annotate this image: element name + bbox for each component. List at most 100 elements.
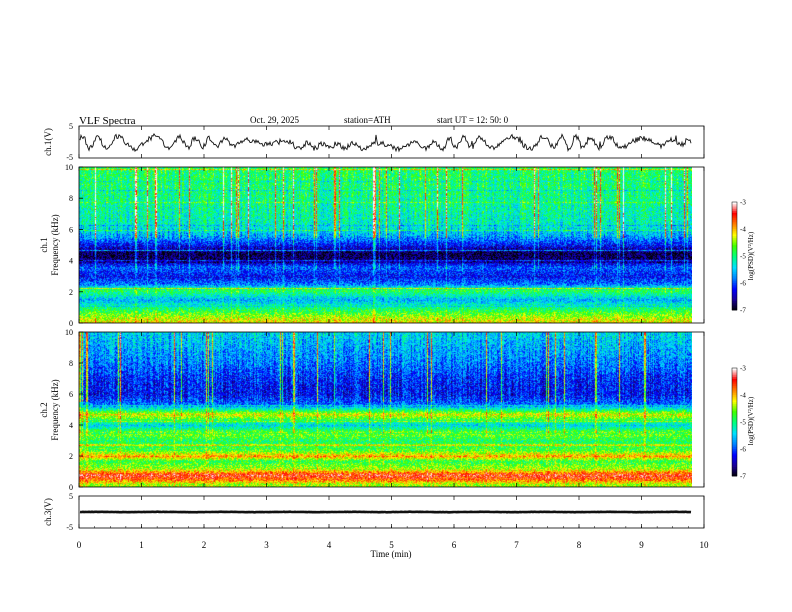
- colorbar-swatch: [732, 411, 737, 414]
- colorbar-swatch: [732, 297, 737, 300]
- spectrogram-ytick-label: 0: [69, 319, 73, 328]
- colorbar-swatch: [732, 407, 737, 410]
- figure-title: VLF Spectra: [79, 115, 136, 127]
- time-tick-label: 8: [577, 540, 582, 550]
- ch1-ytick-top: 5: [69, 122, 73, 131]
- colorbar-swatch: [732, 396, 737, 399]
- colorbar-swatch: [732, 281, 737, 284]
- ch2-colorbar: -3 -4 -5 -6 -7: [731, 365, 746, 481]
- colorbar-swatch: [732, 386, 737, 389]
- date-label: Oct. 29, 2025: [250, 115, 299, 125]
- colorbar-swatch: [732, 369, 737, 372]
- colorbar-tick-label: -7: [740, 307, 746, 315]
- colorbar-swatch: [732, 378, 737, 381]
- colorbar-swatch: [732, 245, 737, 248]
- colorbar-swatch: [732, 256, 737, 259]
- colorbar-swatch: [732, 232, 737, 235]
- colorbar-swatch: [732, 461, 737, 464]
- colorbar-tick-label: -7: [740, 473, 746, 481]
- colorbar-swatch: [732, 272, 737, 275]
- colorbar-swatch: [732, 234, 737, 237]
- colorbar-swatch: [732, 283, 737, 286]
- spectrogram-ytick-label: 10: [65, 328, 73, 337]
- ch1-waveform-line: [79, 132, 692, 153]
- spectrogram-ytick-label: 6: [69, 390, 73, 399]
- colorbar-swatch: [732, 211, 737, 214]
- spectrogram-ytick-label: 4: [69, 257, 73, 266]
- colorbar-swatch: [732, 423, 737, 426]
- colorbar-frame: [731, 367, 738, 477]
- time-tick-label: 9: [639, 540, 644, 550]
- colorbar-swatch: [732, 391, 737, 394]
- colorbar-tick-label: -3: [740, 199, 746, 207]
- ch3-ytick-top: 5: [69, 492, 73, 501]
- time-tick-label: 3: [264, 540, 269, 550]
- colorbar-swatch: [732, 456, 737, 459]
- colorbar-swatch: [732, 380, 737, 383]
- spectrogram-ytick-label: 4: [69, 421, 73, 430]
- colorbar-swatch: [732, 238, 737, 241]
- ch2-frequency-label: Frequency (kHz): [50, 379, 60, 440]
- colorbar-swatch: [732, 393, 737, 396]
- colorbar-swatch: [732, 220, 737, 223]
- colorbar-swatch: [732, 474, 737, 477]
- colorbar-swatch: [732, 284, 737, 287]
- colorbar-swatch: [732, 382, 737, 385]
- ch1-waveform-ylabel: ch.1(V): [43, 128, 53, 156]
- colorbar-swatch: [732, 247, 737, 250]
- time-tick-label: 0: [77, 540, 82, 550]
- colorbar-swatch: [732, 266, 737, 269]
- colorbar-swatch: [732, 404, 737, 407]
- colorbar-swatch: [732, 375, 737, 378]
- colorbar-swatch: [732, 418, 737, 421]
- colorbar-swatch: [732, 230, 737, 233]
- colorbar-swatch: [732, 431, 737, 434]
- time-tick-label: 5: [389, 540, 394, 550]
- colorbar-swatch: [732, 252, 737, 255]
- colorbar-swatch: [732, 467, 737, 470]
- colorbar-tick-label: -5: [740, 253, 746, 261]
- colorbar-swatch: [732, 288, 737, 291]
- ch1-waveform-frame: [78, 125, 705, 159]
- colorbar-tick-label: -6: [740, 446, 746, 454]
- colorbar-swatch: [732, 470, 737, 473]
- colorbar-swatch: [732, 239, 737, 242]
- time-tick-label: 6: [452, 540, 457, 550]
- colorbar-swatch: [732, 212, 737, 215]
- colorbar-swatch: [732, 468, 737, 471]
- colorbar-swatch: [732, 389, 737, 392]
- colorbar-swatch: [732, 293, 737, 296]
- colorbar-swatch: [732, 368, 737, 371]
- spectrogram-ytick-label: 8: [69, 194, 73, 203]
- colorbar-swatch: [732, 286, 737, 289]
- colorbar-swatch: [732, 441, 737, 444]
- colorbar-swatch: [732, 443, 737, 446]
- time-tick-label: 1: [139, 540, 144, 550]
- colorbar-swatch: [732, 425, 737, 428]
- colorbar-swatch: [732, 384, 737, 387]
- ch1-colorbar-label: log(PSD)(V²/Hz): [747, 231, 755, 280]
- ch2-colorbar-label: log(PSD)(V²/Hz): [747, 396, 755, 445]
- colorbar-swatch: [732, 203, 737, 206]
- ch3-waveform-line: [79, 510, 692, 514]
- colorbar-swatch: [732, 304, 737, 307]
- colorbar-swatch: [732, 302, 737, 305]
- ch2-spectrogram-yticks: 0 2 4 6 8 10: [65, 328, 83, 492]
- colorbar-swatch: [732, 301, 737, 304]
- colorbar-swatch: [732, 223, 737, 226]
- ch1-frequency-label: Frequency (kHz): [50, 214, 60, 275]
- colorbar-swatch: [732, 299, 737, 302]
- ch3-waveform-ylabel: ch.3(V): [43, 498, 53, 526]
- colorbar-swatch: [732, 432, 737, 435]
- colorbar-frame: [731, 201, 738, 311]
- colorbar-swatch: [732, 387, 737, 390]
- colorbar-swatch: [732, 209, 737, 212]
- colorbar-swatch: [732, 402, 737, 405]
- spectrogram-ytick-label: 0: [69, 483, 73, 492]
- ch2-channel-label: ch.2: [39, 402, 49, 417]
- colorbar-swatch: [732, 308, 737, 311]
- colorbar-swatch: [732, 458, 737, 461]
- colorbar-swatch: [732, 398, 737, 401]
- colorbar-swatch: [732, 257, 737, 260]
- colorbar-swatch: [732, 263, 737, 266]
